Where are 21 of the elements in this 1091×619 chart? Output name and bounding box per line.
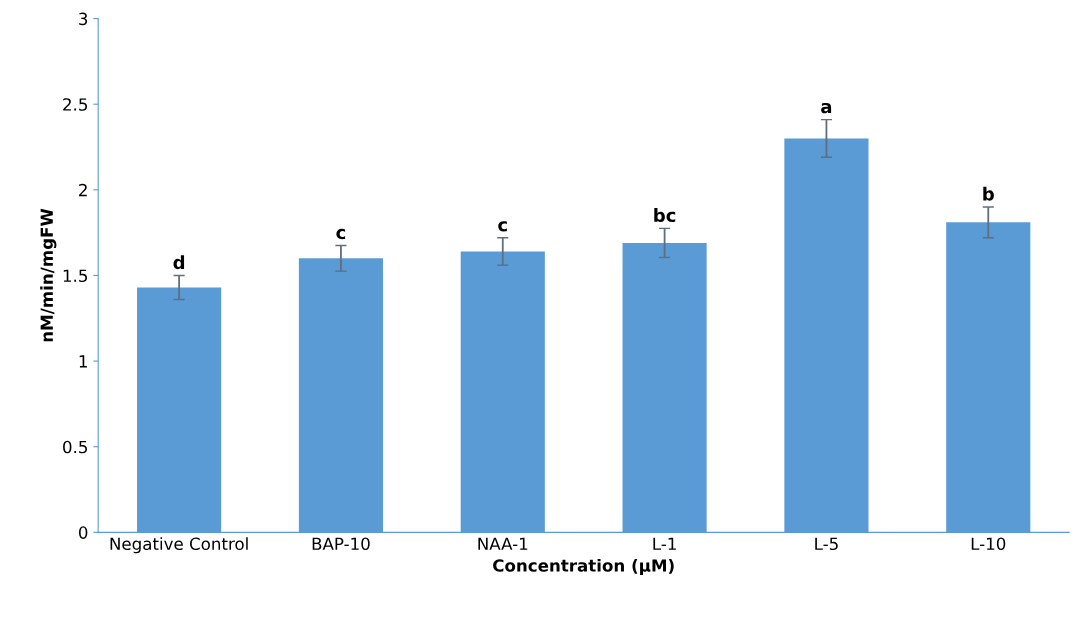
x-tick-label: L-10 bbox=[971, 537, 1006, 551]
y-tick-label: 1 bbox=[79, 355, 87, 368]
annotation: d bbox=[173, 255, 185, 270]
x-tick-label: NAA-1 bbox=[478, 537, 528, 550]
annotation: bc bbox=[654, 208, 676, 223]
x-tick-label: L-1 bbox=[653, 537, 676, 550]
y-tick-label: 2 bbox=[79, 183, 87, 197]
annotation: c bbox=[336, 228, 346, 240]
y-tick-label: 0 bbox=[78, 526, 88, 539]
y-tick-label: 2.5 bbox=[63, 98, 88, 111]
y-tick-label: 0.5 bbox=[63, 440, 88, 454]
x-axis-title: Concentration (µM) bbox=[493, 558, 674, 576]
annotation: c bbox=[498, 221, 507, 232]
annotation: b bbox=[983, 186, 994, 201]
x-tick-label: L-5 bbox=[815, 537, 838, 551]
y-axis-title: nM/min/mgFW bbox=[40, 208, 57, 342]
x-tick-label: BAP-10 bbox=[312, 537, 370, 551]
x-tick-label: Negative Control bbox=[110, 537, 248, 554]
annotation: a bbox=[821, 102, 832, 114]
y-tick-label: 3 bbox=[79, 12, 88, 26]
y-tick-label: 1.5 bbox=[63, 269, 88, 283]
